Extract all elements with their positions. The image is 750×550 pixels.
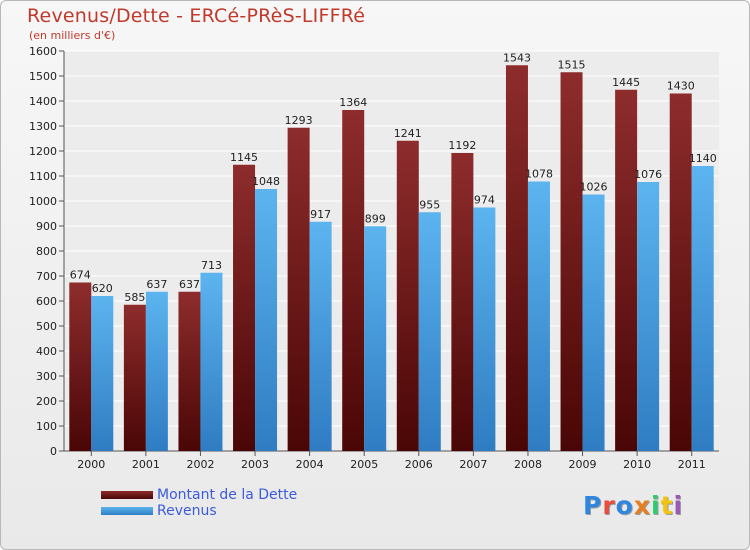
y-tick-label: 1600 [29,45,57,58]
logo-letter: x [633,491,651,520]
chart-subtitle: (en milliers d'€) [29,29,116,42]
bar-dette [451,153,474,451]
bar-revenus [91,296,114,451]
x-tick-label: 2005 [350,458,378,471]
data-label-revenus: 1078 [525,168,553,181]
bar-revenus [145,291,168,451]
x-tick-label: 2010 [623,458,651,471]
bar-dette [560,72,583,451]
data-label-dette: 1192 [448,139,476,152]
x-tick-label: 2006 [405,458,433,471]
bar-dette [123,304,146,451]
bar-revenus [637,182,660,451]
y-tick-label: 1200 [29,145,57,158]
data-label-revenus: 899 [365,212,386,225]
data-label-dette: 674 [70,269,91,282]
legend-label-revenus: Revenus [157,503,217,519]
logo-letter: r [602,491,616,520]
y-tick-label: 400 [36,345,57,358]
bar-revenus [418,212,441,451]
data-label-dette: 1430 [667,80,695,93]
bar-dette [342,110,365,451]
data-label-revenus: 917 [310,208,331,221]
logo-letter: i [651,491,661,520]
y-tick-label: 800 [36,245,57,258]
bar-dette [233,164,256,451]
data-label-dette: 637 [179,278,200,291]
data-label-dette: 1515 [558,58,586,71]
bar-dette [69,282,92,451]
y-tick-label: 1300 [29,120,57,133]
proxiti-logo: Proxiti [583,491,683,520]
bar-revenus [255,189,278,451]
bar-dette [287,127,310,451]
y-tick-label: 500 [36,320,57,333]
y-tick-label: 600 [36,295,57,308]
chart-title: Revenus/Dette - ERCé-PRèS-LIFFRé [27,5,366,27]
logo-letter: i [673,491,684,520]
bar-dette [178,291,201,451]
data-label-revenus: 1076 [634,168,662,181]
data-label-revenus: 1048 [252,175,280,188]
x-tick-label: 2003 [241,458,269,471]
data-label-dette: 1241 [394,127,422,140]
logo-letter: t [660,491,674,520]
y-tick-label: 1400 [29,95,57,108]
legend-swatch-revenus [101,507,153,515]
x-tick-label: 2001 [132,458,160,471]
x-tick-label: 2007 [459,458,487,471]
bar-dette [505,65,528,451]
bar-revenus [309,221,332,451]
data-label-dette: 1293 [285,114,313,127]
y-tick-label: 1100 [29,170,57,183]
data-label-revenus: 620 [92,282,113,295]
x-tick-label: 2000 [77,458,105,471]
bar-revenus [364,226,387,451]
bar-revenus [691,166,714,451]
bar-dette [396,140,419,451]
data-label-dette: 585 [124,291,145,304]
y-tick-label: 300 [36,370,57,383]
x-tick-label: 2008 [514,458,542,471]
x-tick-label: 2004 [296,458,324,471]
legend-label-dette: Montant de la Dette [157,487,298,503]
logo-letter: P [583,491,603,520]
y-tick-label: 1500 [29,70,57,83]
data-label-dette: 1445 [612,76,640,89]
data-label-revenus: 1140 [689,152,717,165]
y-tick-label: 900 [36,220,57,233]
legend-swatch-dette [101,491,153,499]
y-tick-label: 0 [50,445,57,458]
y-tick-label: 200 [36,395,57,408]
data-label-dette: 1543 [503,51,531,64]
data-label-revenus: 1026 [580,181,608,194]
x-tick-label: 2009 [569,458,597,471]
bar-dette [615,89,638,451]
x-tick-label: 2011 [678,458,706,471]
data-label-dette: 1364 [339,96,367,109]
x-tick-label: 2002 [186,458,214,471]
logo-letter: o [615,491,634,520]
y-tick-label: 700 [36,270,57,283]
bar-dette [669,93,692,451]
y-tick-label: 1000 [29,195,57,208]
bar-revenus [582,194,605,451]
bar-revenus [527,181,550,451]
data-label-dette: 1145 [230,151,258,164]
data-label-revenus: 974 [474,194,495,207]
data-label-revenus: 955 [419,198,440,211]
bar-revenus [200,272,223,451]
data-label-revenus: 713 [201,259,222,272]
bar-revenus [473,207,496,451]
y-tick-label: 100 [36,420,57,433]
data-label-revenus: 637 [146,278,167,291]
